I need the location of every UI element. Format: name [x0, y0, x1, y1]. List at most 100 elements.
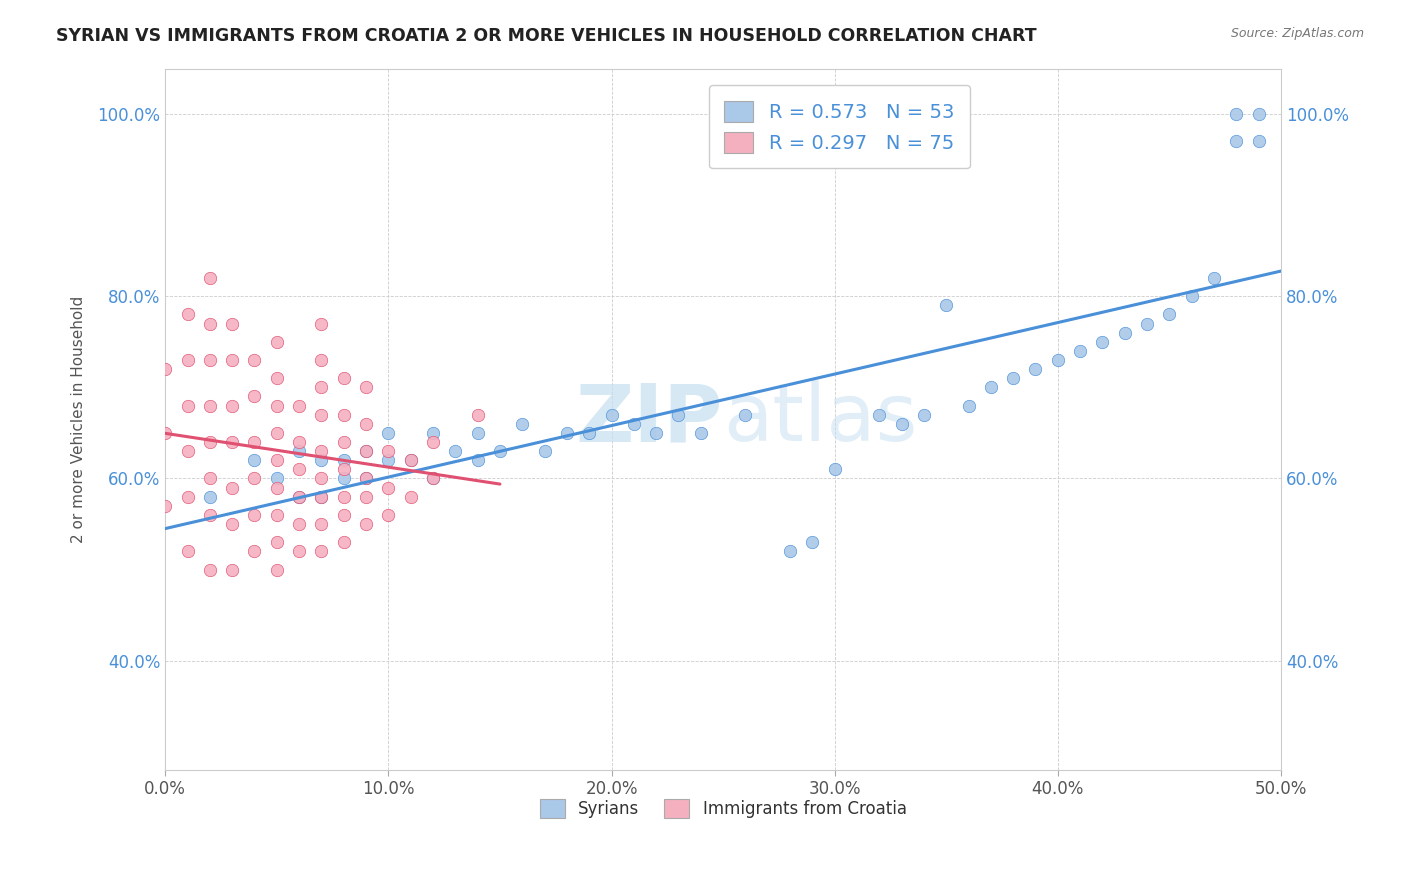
Point	[311, 408, 333, 422]
Point	[980, 380, 1002, 394]
Point	[221, 435, 243, 450]
Point	[779, 544, 801, 558]
Point	[221, 516, 243, 531]
Point	[377, 425, 399, 440]
Point	[1247, 107, 1270, 121]
Point	[311, 490, 333, 504]
Text: SYRIAN VS IMMIGRANTS FROM CROATIA 2 OR MORE VEHICLES IN HOUSEHOLD CORRELATION CH: SYRIAN VS IMMIGRANTS FROM CROATIA 2 OR M…	[56, 27, 1036, 45]
Point	[288, 516, 311, 531]
Point	[354, 444, 377, 458]
Point	[354, 444, 377, 458]
Point	[1247, 135, 1270, 149]
Point	[332, 508, 354, 522]
Point	[288, 462, 311, 476]
Point	[221, 399, 243, 413]
Point	[332, 535, 354, 549]
Point	[600, 408, 623, 422]
Point	[243, 471, 266, 485]
Point	[1002, 371, 1025, 385]
Text: Source: ZipAtlas.com: Source: ZipAtlas.com	[1230, 27, 1364, 40]
Point	[623, 417, 645, 431]
Point	[198, 271, 221, 285]
Point	[422, 471, 444, 485]
Point	[221, 353, 243, 368]
Point	[332, 471, 354, 485]
Point	[332, 490, 354, 504]
Point	[868, 408, 890, 422]
Point	[801, 535, 824, 549]
Point	[422, 471, 444, 485]
Text: ZIP: ZIP	[576, 380, 723, 458]
Point	[467, 408, 489, 422]
Point	[890, 417, 912, 431]
Point	[243, 389, 266, 403]
Point	[467, 425, 489, 440]
Point	[912, 408, 935, 422]
Point	[243, 353, 266, 368]
Point	[1136, 317, 1159, 331]
Point	[824, 462, 846, 476]
Text: atlas: atlas	[723, 380, 918, 458]
Point	[243, 508, 266, 522]
Point	[266, 453, 288, 467]
Point	[354, 417, 377, 431]
Point	[311, 490, 333, 504]
Point	[176, 353, 198, 368]
Point	[243, 453, 266, 467]
Point	[311, 544, 333, 558]
Point	[332, 408, 354, 422]
Point	[354, 471, 377, 485]
Point	[221, 481, 243, 495]
Point	[311, 516, 333, 531]
Point	[1114, 326, 1136, 340]
Point	[332, 435, 354, 450]
Point	[377, 481, 399, 495]
Point	[354, 471, 377, 485]
Point	[155, 362, 177, 376]
Point	[422, 435, 444, 450]
Point	[399, 453, 422, 467]
Point	[288, 490, 311, 504]
Point	[176, 490, 198, 504]
Point	[332, 371, 354, 385]
Point	[332, 453, 354, 467]
Point	[399, 453, 422, 467]
Point	[176, 308, 198, 322]
Point	[354, 490, 377, 504]
Point	[311, 444, 333, 458]
Y-axis label: 2 or more Vehicles in Household: 2 or more Vehicles in Household	[72, 295, 86, 543]
Point	[266, 481, 288, 495]
Point	[555, 425, 578, 440]
Point	[935, 298, 957, 312]
Point	[266, 508, 288, 522]
Point	[354, 516, 377, 531]
Point	[467, 453, 489, 467]
Point	[288, 490, 311, 504]
Point	[422, 425, 444, 440]
Point	[266, 334, 288, 349]
Point	[1225, 135, 1247, 149]
Point	[1069, 343, 1091, 358]
Point	[311, 471, 333, 485]
Point	[266, 563, 288, 577]
Point	[533, 444, 555, 458]
Point	[578, 425, 600, 440]
Point	[1225, 107, 1247, 121]
Point	[1159, 308, 1181, 322]
Point	[266, 535, 288, 549]
Legend: Syrians, Immigrants from Croatia: Syrians, Immigrants from Croatia	[533, 793, 914, 825]
Point	[311, 353, 333, 368]
Point	[311, 380, 333, 394]
Point	[221, 563, 243, 577]
Point	[354, 380, 377, 394]
Point	[221, 317, 243, 331]
Point	[399, 490, 422, 504]
Point	[288, 399, 311, 413]
Point	[198, 471, 221, 485]
Point	[243, 435, 266, 450]
Point	[288, 435, 311, 450]
Point	[1091, 334, 1114, 349]
Point	[489, 444, 512, 458]
Point	[377, 444, 399, 458]
Point	[198, 317, 221, 331]
